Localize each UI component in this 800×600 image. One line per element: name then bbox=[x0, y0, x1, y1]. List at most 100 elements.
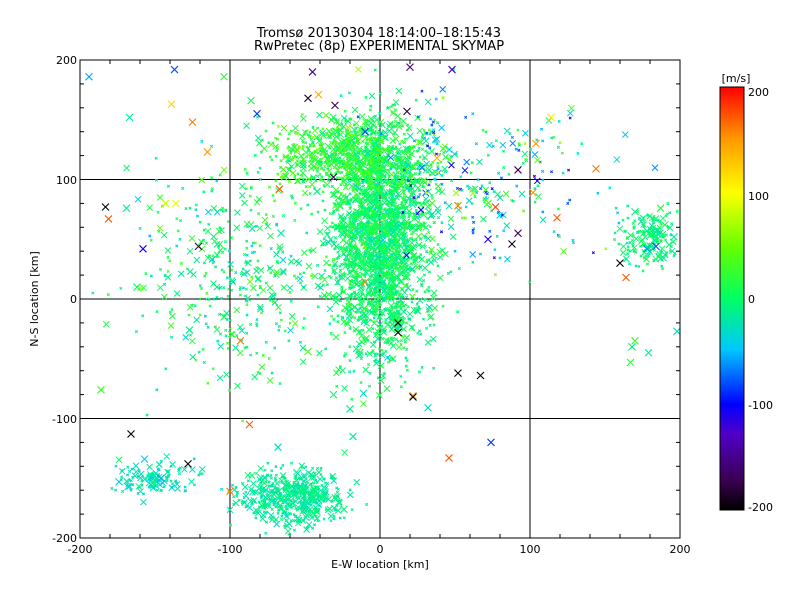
dot-marker bbox=[260, 479, 268, 487]
dot-marker bbox=[366, 223, 370, 227]
dot-marker bbox=[428, 199, 436, 207]
dot-marker bbox=[226, 346, 230, 350]
dot-marker bbox=[378, 303, 382, 307]
dot-marker bbox=[675, 209, 679, 214]
dot-marker bbox=[395, 123, 403, 131]
dot-marker bbox=[504, 255, 511, 263]
dot-marker bbox=[490, 187, 494, 191]
dot-marker bbox=[662, 233, 666, 237]
dot-marker bbox=[261, 353, 265, 357]
dot-marker bbox=[441, 165, 449, 173]
dot-marker bbox=[549, 170, 554, 174]
data-point bbox=[331, 101, 339, 110]
dot-marker bbox=[205, 297, 209, 301]
dot-marker bbox=[325, 167, 333, 175]
dot-marker bbox=[303, 495, 307, 499]
dot-marker bbox=[243, 167, 247, 171]
dot-marker bbox=[223, 247, 227, 251]
dot-marker bbox=[388, 308, 392, 312]
dot-marker bbox=[427, 289, 431, 293]
dot-marker bbox=[329, 519, 333, 523]
dot-marker bbox=[293, 258, 300, 265]
data-point bbox=[247, 96, 255, 105]
dot-marker bbox=[373, 331, 377, 335]
dot-marker bbox=[397, 207, 401, 211]
dot-marker bbox=[427, 128, 431, 132]
data-point bbox=[454, 369, 462, 377]
dot-marker bbox=[305, 154, 309, 159]
dot-marker bbox=[373, 199, 377, 203]
dot-marker bbox=[390, 322, 394, 326]
dot-marker bbox=[417, 255, 421, 259]
dot-marker bbox=[273, 485, 277, 490]
dot-marker bbox=[430, 289, 438, 297]
dot-marker bbox=[131, 475, 135, 479]
dot-marker bbox=[267, 356, 271, 361]
dot-marker bbox=[280, 124, 288, 132]
dot-marker bbox=[166, 184, 170, 188]
dot-marker bbox=[354, 176, 358, 180]
dot-marker bbox=[277, 324, 281, 328]
dot-marker bbox=[279, 159, 283, 163]
dot-marker bbox=[287, 326, 294, 334]
dot-marker bbox=[340, 288, 347, 295]
dot-marker bbox=[436, 165, 440, 169]
dot-marker bbox=[251, 241, 255, 245]
dot-marker bbox=[261, 474, 268, 482]
dot-marker bbox=[405, 267, 409, 271]
dot-marker bbox=[257, 500, 261, 504]
dot-marker bbox=[376, 391, 383, 399]
dot-marker bbox=[397, 312, 401, 316]
dot-marker bbox=[319, 153, 323, 157]
dot-marker bbox=[163, 453, 171, 460]
data-point bbox=[277, 229, 285, 238]
dot-marker bbox=[258, 371, 262, 375]
dot-marker bbox=[377, 360, 381, 364]
dot-marker bbox=[392, 152, 399, 160]
dot-marker bbox=[315, 148, 319, 152]
dot-marker bbox=[449, 154, 453, 159]
data-point bbox=[448, 65, 456, 74]
data-points bbox=[85, 63, 681, 514]
dot-marker bbox=[368, 237, 375, 245]
dot-marker bbox=[304, 178, 308, 182]
dot-marker bbox=[398, 253, 402, 258]
dot-marker bbox=[404, 364, 408, 368]
dot-marker bbox=[216, 339, 220, 343]
dot-marker bbox=[286, 284, 294, 292]
dot-marker bbox=[289, 129, 293, 133]
dot-marker bbox=[238, 286, 242, 290]
dot-marker bbox=[353, 316, 357, 320]
data-point bbox=[514, 166, 522, 174]
dot-marker bbox=[432, 133, 436, 137]
dot-marker bbox=[177, 468, 181, 473]
dot-marker bbox=[332, 158, 337, 162]
dot-marker bbox=[503, 222, 511, 229]
data-point bbox=[643, 244, 651, 253]
dot-marker bbox=[340, 318, 348, 326]
dot-marker bbox=[245, 299, 249, 303]
dot-marker bbox=[244, 259, 252, 267]
dot-marker bbox=[245, 345, 249, 349]
dot-marker bbox=[259, 511, 267, 519]
dot-marker bbox=[399, 342, 403, 346]
dot-marker bbox=[350, 162, 354, 166]
dot-marker bbox=[316, 151, 320, 155]
dot-marker bbox=[432, 220, 436, 224]
dot-marker bbox=[389, 137, 397, 145]
dot-marker bbox=[394, 233, 398, 237]
dot-marker bbox=[373, 352, 377, 356]
dot-marker bbox=[244, 471, 252, 479]
dot-marker bbox=[298, 281, 303, 285]
dot-marker bbox=[659, 239, 663, 243]
dot-marker bbox=[325, 173, 329, 177]
dot-marker bbox=[269, 246, 273, 251]
dot-marker bbox=[377, 118, 385, 126]
dot-marker bbox=[319, 239, 327, 247]
dot-marker bbox=[129, 479, 133, 483]
dot-marker bbox=[625, 236, 629, 240]
dot-marker bbox=[333, 205, 340, 212]
dot-marker bbox=[110, 486, 114, 490]
dot-marker bbox=[369, 238, 373, 242]
dot-marker bbox=[309, 503, 313, 507]
